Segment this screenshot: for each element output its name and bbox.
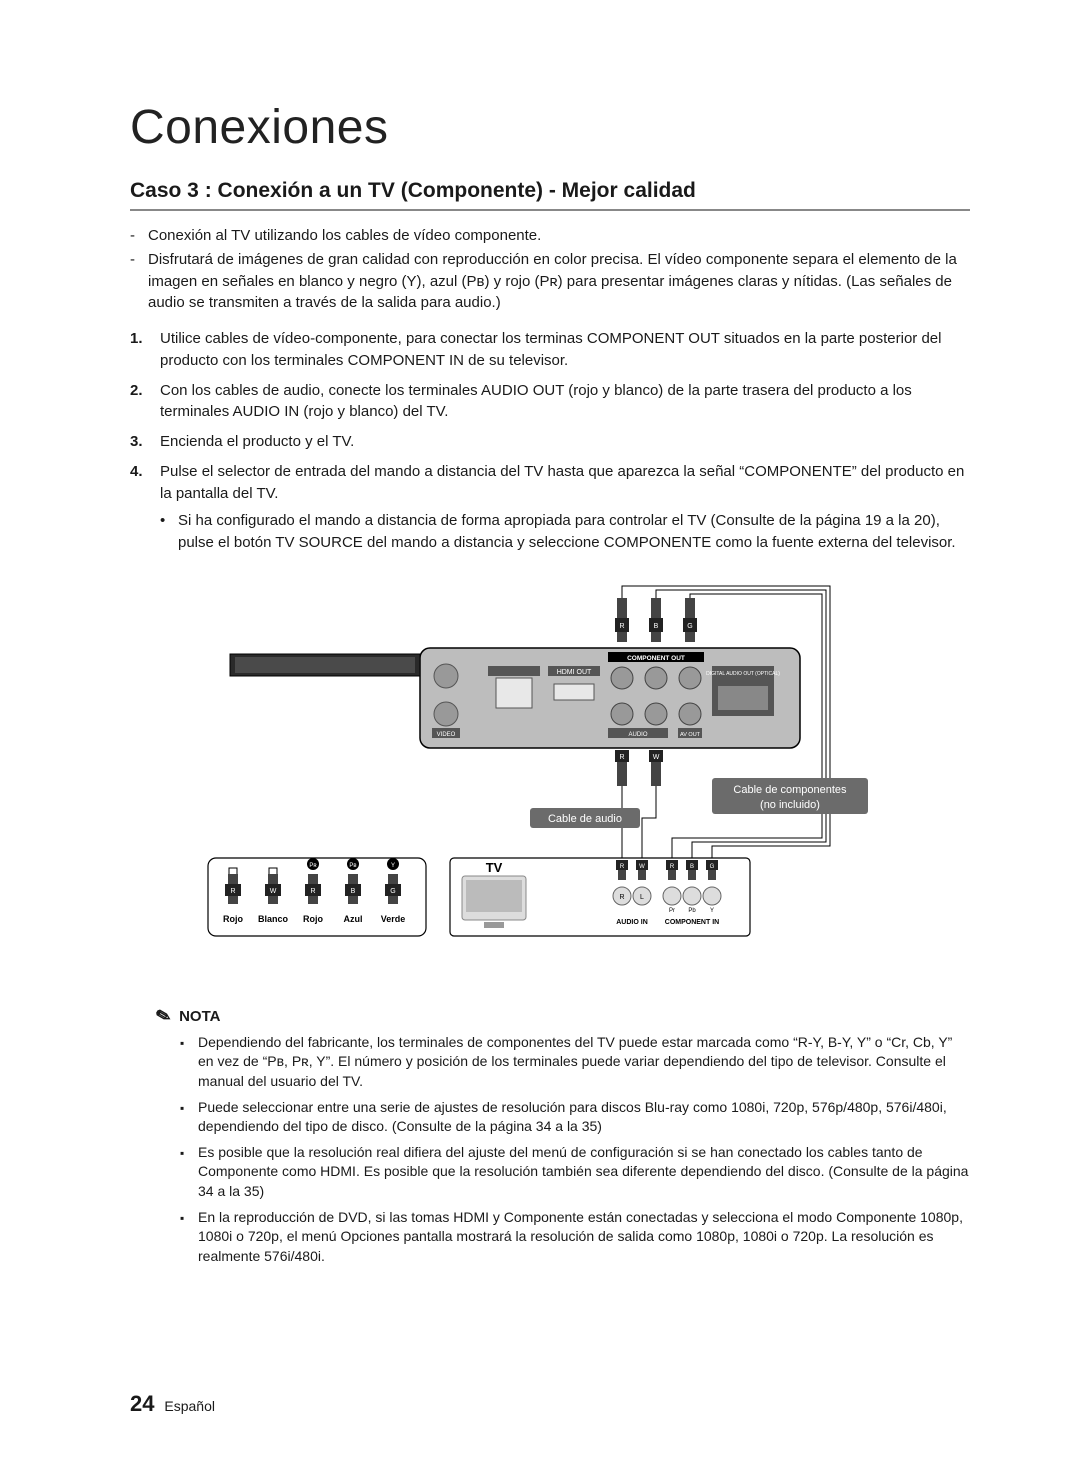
intro-list: Conexión al TV utilizando los cables de … (130, 225, 970, 314)
digital-label: DIGITAL AUDIO OUT (OPTICAL) (706, 671, 780, 677)
subtitle: Caso 3 : Conexión a un TV (Componente) -… (130, 179, 970, 211)
nota-item: Puede seleccionar entre una serie de aju… (180, 1098, 970, 1137)
svg-text:Rojo: Rojo (223, 914, 243, 924)
svg-text:L: L (640, 894, 644, 901)
svg-text:R: R (230, 888, 235, 895)
svg-text:B: B (351, 888, 356, 895)
svg-text:W: W (270, 888, 277, 895)
svg-text:R: R (619, 754, 624, 761)
svg-text:Rojo: Rojo (303, 914, 323, 924)
nota-item: Dependiendo del fabricante, los terminal… (180, 1033, 970, 1092)
svg-text:Pr: Pr (669, 908, 675, 914)
cable-comp-1: Cable de componentes (733, 784, 847, 796)
svg-text:B: B (654, 623, 659, 630)
svg-text:W: W (653, 754, 660, 761)
step-item: Encienda el producto y el TV. (130, 431, 970, 453)
intro-item: Conexión al TV utilizando los cables de … (130, 225, 970, 247)
component-in-label: COMPONENT IN (665, 919, 719, 926)
nota-heading: ✎ NOTA (156, 1006, 970, 1027)
svg-text:G: G (710, 864, 715, 870)
svg-text:R: R (619, 623, 624, 630)
step-sub: Si ha configurado el mando a distancia d… (160, 510, 970, 554)
component-out-label: COMPONENT OUT (627, 655, 685, 662)
section-title: Conexiones (130, 100, 970, 155)
page-number: 24 Español (130, 1391, 215, 1417)
steps-list: Utilice cables de vídeo-componente, para… (130, 328, 970, 554)
svg-text:G: G (687, 623, 692, 630)
audio-in-label: AUDIO IN (616, 919, 648, 926)
step-item: Pulse el selector de entrada del mando a… (130, 461, 970, 554)
svg-text:Pʀ: Pʀ (309, 863, 317, 869)
svg-text:B: B (690, 864, 694, 870)
step-item: Con los cables de audio, conecte los ter… (130, 380, 970, 424)
cable-audio-label: Cable de audio (548, 813, 622, 825)
component-plugs-top: R B G (615, 598, 697, 642)
svg-text:R: R (619, 894, 624, 901)
svg-text:W: W (639, 864, 645, 870)
svg-text:R: R (620, 864, 625, 870)
step-item: Utilice cables de vídeo-componente, para… (130, 328, 970, 372)
nota-item: En la reproducción de DVD, si las tomas … (180, 1208, 970, 1267)
connection-diagram: LAN HDMI OUT VIDEO COMPONENT OUT AUDIO (130, 578, 970, 978)
svg-text:Y: Y (391, 863, 395, 869)
svg-text:Pb: Pb (688, 908, 696, 914)
svg-text:R: R (310, 888, 315, 895)
svg-text:Verde: Verde (381, 914, 406, 924)
tv-label: TV (486, 860, 503, 875)
svg-text:Y: Y (710, 908, 714, 914)
intro-item: Disfrutará de imágenes de gran calidad c… (130, 249, 970, 314)
svg-text:Pʙ: Pʙ (349, 863, 356, 869)
video-label: VIDEO (437, 732, 456, 738)
page-lang: Español (164, 1398, 215, 1414)
nota-label: NOTA (179, 1008, 220, 1025)
step-text: Pulse el selector de entrada del mando a… (160, 463, 964, 502)
avout-label: AV OUT (680, 732, 701, 738)
nota-list: Dependiendo del fabricante, los terminal… (180, 1033, 970, 1267)
svg-text:Azul: Azul (344, 914, 363, 924)
audio-plugs-bottom: R W (615, 750, 663, 786)
svg-text:R: R (670, 864, 675, 870)
hdmi-label: HDMI OUT (557, 669, 592, 676)
svg-text:G: G (390, 888, 395, 895)
audio-label: AUDIO (628, 732, 647, 738)
note-icon: ✎ (154, 1004, 174, 1028)
page-number-value: 24 (130, 1391, 154, 1416)
nota-item: Es posible que la resolución real difier… (180, 1143, 970, 1202)
svg-text:Blanco: Blanco (258, 914, 289, 924)
cable-comp-2: (no incluido) (760, 799, 820, 811)
